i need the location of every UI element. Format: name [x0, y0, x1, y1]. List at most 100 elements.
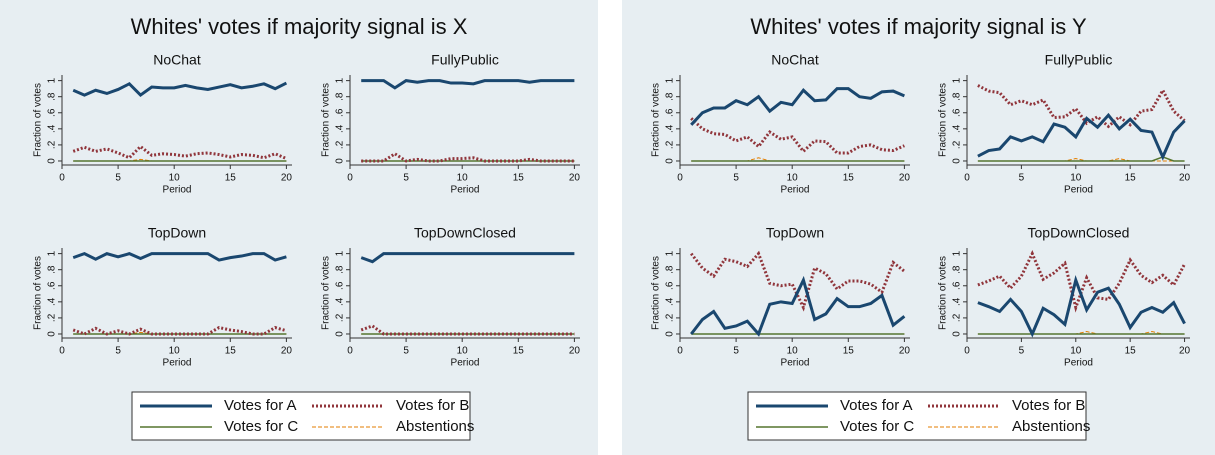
x-tick-label: 5	[1019, 173, 1025, 184]
x-tick-label: 0	[59, 173, 65, 184]
y-axis-label: Fraction of votes	[651, 83, 662, 157]
figure-panel: Whites' votes if majority signal is Y NoC…	[622, 0, 1215, 455]
legend-label: Votes for A	[224, 397, 297, 414]
y-tick-label: 0	[665, 331, 676, 337]
subplot-title: FullyPublic	[431, 52, 499, 68]
x-tick-label: 5	[115, 346, 121, 357]
x-tick-label: 20	[281, 173, 293, 184]
y-tick-label: 0	[335, 331, 346, 337]
x-axis-label: Period	[163, 185, 192, 196]
y-axis-label: Fraction of votes	[33, 256, 44, 330]
y-tick-label: .8	[47, 92, 58, 101]
x-tick-label: 20	[1179, 346, 1191, 357]
x-tick-label: 10	[787, 173, 799, 184]
series-line	[690, 275, 906, 337]
y-tick-label: .8	[665, 265, 676, 274]
series-line	[360, 252, 575, 264]
x-tick-label: 15	[513, 346, 525, 357]
subplot-title: NoChat	[153, 52, 201, 68]
x-tick-label: 0	[347, 346, 353, 357]
x-axis-label: Period	[1064, 358, 1093, 369]
series-line	[72, 81, 288, 98]
y-axis-label: Fraction of votes	[321, 256, 332, 330]
x-tick-label: 0	[964, 173, 970, 184]
legend-box	[747, 391, 1087, 441]
x-tick-label: 15	[843, 173, 855, 184]
x-tick-label: 10	[457, 346, 469, 357]
x-tick-label: 5	[733, 173, 739, 184]
y-tick-label: .6	[335, 108, 346, 117]
x-tick-label: 0	[677, 173, 683, 184]
series-line	[977, 84, 1186, 129]
x-tick-label: 5	[1019, 346, 1025, 357]
y-tick-label: .4	[665, 297, 676, 306]
y-tick-label: 0	[335, 158, 346, 164]
subplot-title: TopDown	[766, 225, 824, 241]
x-tick-label: 20	[281, 346, 293, 357]
legend-label: Votes for B	[1012, 397, 1085, 414]
x-tick-label: 0	[347, 173, 353, 184]
x-tick-label: 20	[569, 173, 581, 184]
y-tick-label: .4	[952, 297, 963, 306]
y-tick-label: .4	[335, 297, 346, 306]
panel-background	[0, 0, 598, 455]
x-tick-label: 15	[225, 346, 237, 357]
y-tick-label: .2	[665, 140, 676, 149]
panel-title: Whites' votes if majority signal is Y	[750, 14, 1087, 39]
y-tick-label: .2	[952, 313, 963, 322]
legend-label: Votes for C	[840, 418, 914, 435]
x-tick-label: 5	[115, 173, 121, 184]
y-tick-label: .8	[335, 265, 346, 274]
legend-label: Votes for A	[840, 397, 913, 414]
x-axis-label: Period	[1064, 185, 1093, 196]
y-tick-label: .2	[665, 313, 676, 322]
series-line	[361, 79, 575, 90]
x-axis-label: Period	[781, 358, 810, 369]
panel-background	[622, 0, 1215, 455]
y-tick-label: .8	[665, 92, 676, 101]
x-tick-label: 10	[169, 173, 181, 184]
y-tick-label: .4	[47, 297, 58, 306]
y-tick-label: 1	[665, 77, 676, 83]
series-line	[72, 144, 287, 160]
x-axis-label: Period	[781, 185, 810, 196]
x-tick-label: 15	[1125, 173, 1137, 184]
series-line	[72, 325, 287, 336]
x-tick-label: 0	[677, 346, 683, 357]
y-tick-label: 1	[335, 77, 346, 83]
x-tick-label: 15	[1125, 346, 1137, 357]
y-tick-label: 1	[47, 250, 58, 256]
y-tick-label: 1	[335, 250, 346, 256]
legend-label: Votes for B	[396, 397, 469, 414]
series-line	[977, 112, 1186, 161]
y-tick-label: .4	[665, 124, 676, 133]
y-tick-label: .8	[47, 265, 58, 274]
x-tick-label: 10	[1070, 346, 1082, 357]
series-line	[977, 331, 1185, 335]
y-tick-label: 1	[952, 77, 963, 83]
series-line	[690, 87, 905, 126]
subplot-title: TopDownClosed	[1028, 225, 1130, 241]
series-line	[977, 158, 1185, 162]
x-axis-label: Period	[451, 185, 480, 196]
x-axis-label: Period	[163, 358, 192, 369]
x-tick-label: 15	[225, 173, 237, 184]
y-tick-label: .4	[335, 124, 346, 133]
subplot-title: TopDown	[148, 225, 206, 241]
figure-panel: Whites' votes if majority signal is X NoC…	[0, 0, 598, 455]
y-tick-label: .8	[952, 265, 963, 274]
series-line	[977, 156, 1185, 162]
y-tick-label: .2	[335, 140, 346, 149]
y-tick-label: 0	[952, 331, 963, 337]
x-tick-label: 10	[457, 173, 469, 184]
y-axis-label: Fraction of votes	[938, 256, 949, 330]
x-tick-label: 10	[169, 346, 181, 357]
x-tick-label: 10	[1070, 173, 1082, 184]
y-tick-label: .8	[952, 92, 963, 101]
y-tick-label: .6	[665, 281, 676, 290]
x-tick-label: 0	[59, 346, 65, 357]
subplot-title: TopDownClosed	[414, 225, 516, 241]
y-tick-label: 0	[665, 158, 676, 164]
x-tick-label: 5	[403, 173, 409, 184]
y-tick-label: .6	[335, 281, 346, 290]
